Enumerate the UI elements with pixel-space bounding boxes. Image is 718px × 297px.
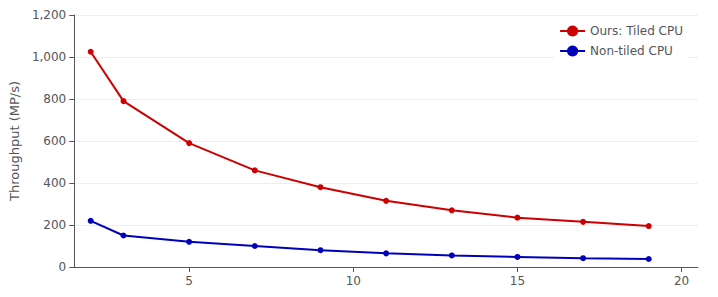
svg-text:800: 800 — [43, 92, 66, 106]
svg-text:400: 400 — [43, 176, 66, 190]
svg-text:Ours: Tiled CPU: Ours: Tiled CPU — [590, 24, 683, 38]
svg-text:0: 0 — [59, 260, 67, 274]
svg-text:600: 600 — [43, 134, 66, 148]
svg-text:1,200: 1,200 — [32, 8, 66, 22]
svg-text:5: 5 — [185, 274, 193, 288]
svg-text:20: 20 — [674, 274, 689, 288]
svg-text:15: 15 — [510, 274, 525, 288]
svg-text:200: 200 — [43, 218, 66, 232]
svg-text:Non-tiled CPU: Non-tiled CPU — [590, 44, 673, 58]
svg-text:1,000: 1,000 — [32, 50, 66, 64]
svg-text:10: 10 — [346, 274, 361, 288]
svg-text:Throughput (MP/s): Throughput (MP/s) — [7, 81, 22, 202]
